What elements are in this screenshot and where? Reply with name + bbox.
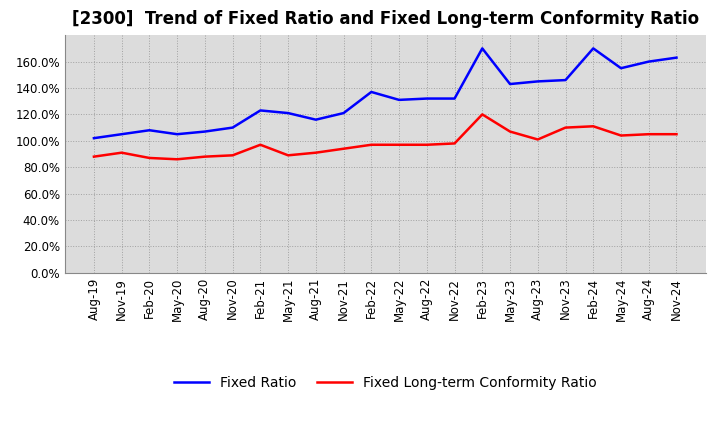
Fixed Long-term Conformity Ratio bbox=[89, 154, 98, 159]
Fixed Long-term Conformity Ratio bbox=[201, 154, 210, 159]
Fixed Long-term Conformity Ratio bbox=[117, 150, 126, 155]
Fixed Ratio bbox=[672, 55, 681, 60]
Fixed Long-term Conformity Ratio bbox=[312, 150, 320, 155]
Line: Fixed Ratio: Fixed Ratio bbox=[94, 48, 677, 138]
Fixed Ratio bbox=[478, 46, 487, 51]
Fixed Ratio bbox=[256, 108, 265, 113]
Fixed Long-term Conformity Ratio bbox=[589, 124, 598, 129]
Fixed Ratio bbox=[339, 110, 348, 116]
Title: [2300]  Trend of Fixed Ratio and Fixed Long-term Conformity Ratio: [2300] Trend of Fixed Ratio and Fixed Lo… bbox=[71, 10, 699, 28]
Fixed Long-term Conformity Ratio bbox=[478, 112, 487, 117]
Fixed Ratio bbox=[534, 79, 542, 84]
Fixed Ratio bbox=[284, 110, 292, 116]
Fixed Long-term Conformity Ratio bbox=[173, 157, 181, 162]
Fixed Long-term Conformity Ratio bbox=[450, 141, 459, 146]
Fixed Long-term Conformity Ratio bbox=[284, 153, 292, 158]
Fixed Long-term Conformity Ratio bbox=[616, 133, 625, 138]
Fixed Ratio bbox=[89, 136, 98, 141]
Fixed Ratio bbox=[505, 81, 514, 87]
Fixed Ratio bbox=[589, 46, 598, 51]
Fixed Ratio bbox=[423, 96, 431, 101]
Fixed Long-term Conformity Ratio bbox=[228, 153, 237, 158]
Fixed Ratio bbox=[117, 132, 126, 137]
Fixed Ratio bbox=[616, 66, 625, 71]
Fixed Long-term Conformity Ratio bbox=[367, 142, 376, 147]
Fixed Ratio bbox=[201, 129, 210, 134]
Fixed Long-term Conformity Ratio bbox=[672, 132, 681, 137]
Fixed Long-term Conformity Ratio bbox=[145, 155, 154, 161]
Line: Fixed Long-term Conformity Ratio: Fixed Long-term Conformity Ratio bbox=[94, 114, 677, 159]
Fixed Long-term Conformity Ratio bbox=[423, 142, 431, 147]
Fixed Long-term Conformity Ratio bbox=[395, 142, 403, 147]
Fixed Ratio bbox=[367, 89, 376, 95]
Fixed Long-term Conformity Ratio bbox=[534, 137, 542, 142]
Fixed Ratio bbox=[450, 96, 459, 101]
Fixed Long-term Conformity Ratio bbox=[339, 146, 348, 151]
Fixed Long-term Conformity Ratio bbox=[644, 132, 653, 137]
Fixed Ratio bbox=[312, 117, 320, 122]
Fixed Long-term Conformity Ratio bbox=[256, 142, 265, 147]
Fixed Long-term Conformity Ratio bbox=[561, 125, 570, 130]
Fixed Ratio bbox=[644, 59, 653, 64]
Fixed Ratio bbox=[173, 132, 181, 137]
Fixed Ratio bbox=[561, 77, 570, 83]
Fixed Ratio bbox=[228, 125, 237, 130]
Fixed Ratio bbox=[145, 128, 154, 133]
Fixed Ratio bbox=[395, 97, 403, 103]
Fixed Long-term Conformity Ratio bbox=[505, 129, 514, 134]
Legend: Fixed Ratio, Fixed Long-term Conformity Ratio: Fixed Ratio, Fixed Long-term Conformity … bbox=[168, 370, 602, 395]
